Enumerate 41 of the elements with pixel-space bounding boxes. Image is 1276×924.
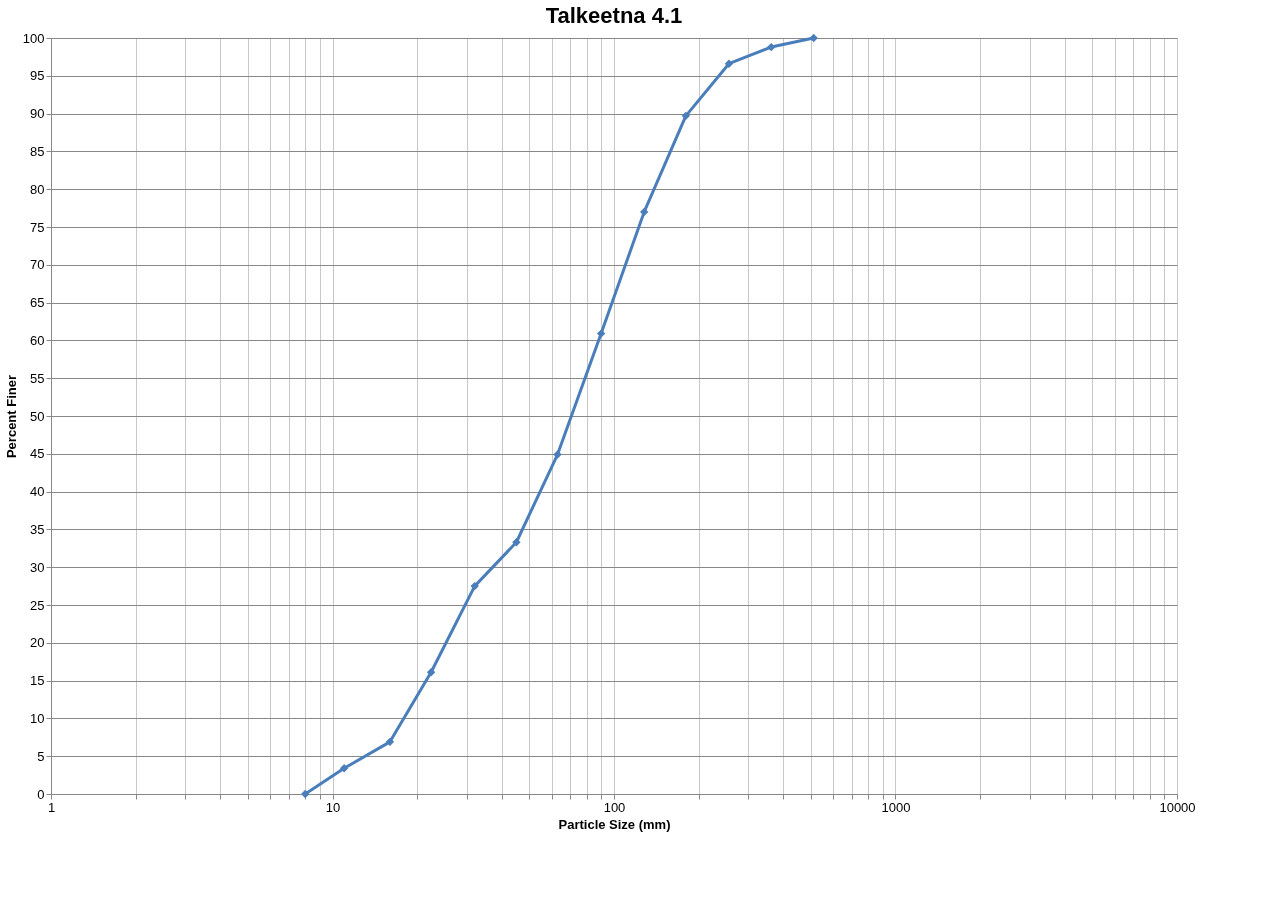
- chart-title: Talkeetna 4.1: [545, 3, 683, 28]
- y-tick-label: 80: [30, 181, 45, 197]
- point: [470, 581, 479, 591]
- point: [553, 450, 562, 459]
- point: [640, 207, 649, 217]
- y-tick-label: 95: [30, 68, 45, 84]
- y-tick-label: 0: [37, 786, 45, 802]
- point: [767, 42, 776, 52]
- point: [512, 538, 521, 547]
- point: [809, 33, 818, 43]
- y-tick-label: 40: [30, 484, 45, 500]
- point: [681, 111, 691, 121]
- point: [301, 789, 310, 799]
- y-tick-label: 85: [30, 143, 45, 159]
- y-tick-label: 60: [30, 332, 45, 348]
- x-tick-label: 100: [603, 799, 626, 815]
- y-tick-label: 90: [30, 106, 45, 122]
- x-axis-title: Particle Size (mm): [558, 816, 671, 832]
- y-tick-label: 75: [30, 219, 45, 235]
- y-tick-label: 5: [37, 748, 45, 764]
- y-tick-label: 10: [30, 710, 45, 726]
- y-tick-label: 30: [30, 559, 45, 575]
- y-tick-label: 45: [30, 446, 45, 462]
- y-tick-label: 15: [30, 673, 45, 689]
- x-tick-label: 10000: [1159, 799, 1196, 815]
- point: [426, 668, 436, 677]
- y-tick-label: 70: [30, 257, 45, 273]
- point: [724, 59, 734, 68]
- y-tick-label: 55: [30, 370, 45, 386]
- point: [385, 737, 395, 747]
- y-tick-label: 50: [30, 408, 45, 424]
- x-tick-label: 1: [47, 799, 56, 815]
- x-tick-label: 10: [325, 799, 341, 815]
- y-tick-label: 25: [30, 597, 45, 613]
- y-tick-label: 65: [30, 295, 45, 311]
- y-tick-label: 20: [30, 635, 45, 651]
- y-tick-label: 35: [30, 521, 45, 537]
- y-tick-label: 100: [22, 30, 45, 46]
- x-tick-label: 1000: [881, 799, 911, 815]
- y-axis-title: Percent Finer: [3, 374, 19, 459]
- point: [596, 329, 606, 338]
